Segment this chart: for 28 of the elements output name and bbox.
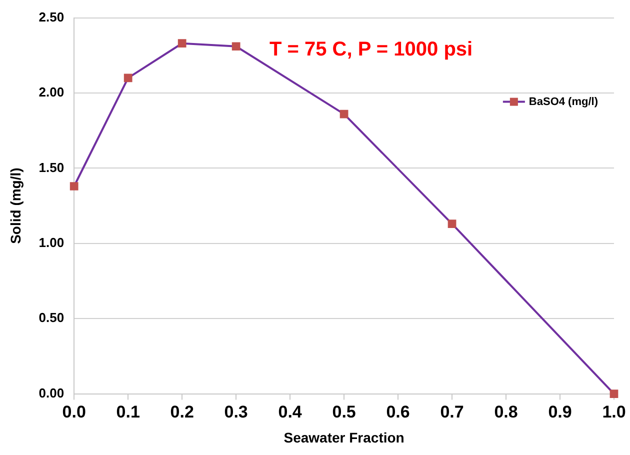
y-tick-label: 0.00 <box>38 385 64 400</box>
x-tick-label: 0.6 <box>386 402 410 422</box>
x-tick-label: 0.4 <box>278 402 302 422</box>
point <box>610 390 618 398</box>
point <box>232 42 240 51</box>
x-tick-label: 1.0 <box>602 402 626 422</box>
x-tick-label: 0.5 <box>332 402 356 422</box>
point <box>70 182 78 190</box>
x-tick-label: 0.9 <box>548 402 572 422</box>
y-tick-label: 1.50 <box>38 160 64 175</box>
x-tick-label: 0.7 <box>440 402 464 422</box>
point <box>340 110 348 118</box>
x-tick-label: 0.2 <box>170 402 194 422</box>
annotation: T = 75 C, P = 1000 psi <box>270 38 473 60</box>
x-tick-label: 0.3 <box>224 402 248 422</box>
x-tick-label: 0.0 <box>62 402 86 422</box>
y-tick-label: 0.50 <box>38 310 64 326</box>
x-tick-label: 0.8 <box>494 402 518 422</box>
y-tick-label: 2.50 <box>38 9 64 24</box>
x-axis-title: Seawater Fraction <box>284 429 404 446</box>
point <box>448 220 456 228</box>
point <box>124 74 132 82</box>
y-tick-label: 1.00 <box>38 234 64 250</box>
y-axis-title: Solid (mg/l) <box>7 168 24 244</box>
point <box>178 39 186 48</box>
y-tick-label: 2.00 <box>38 84 64 100</box>
x-tick-label: 0.1 <box>116 402 140 422</box>
legend-label: BaSO4 (mg/l) <box>528 96 598 108</box>
